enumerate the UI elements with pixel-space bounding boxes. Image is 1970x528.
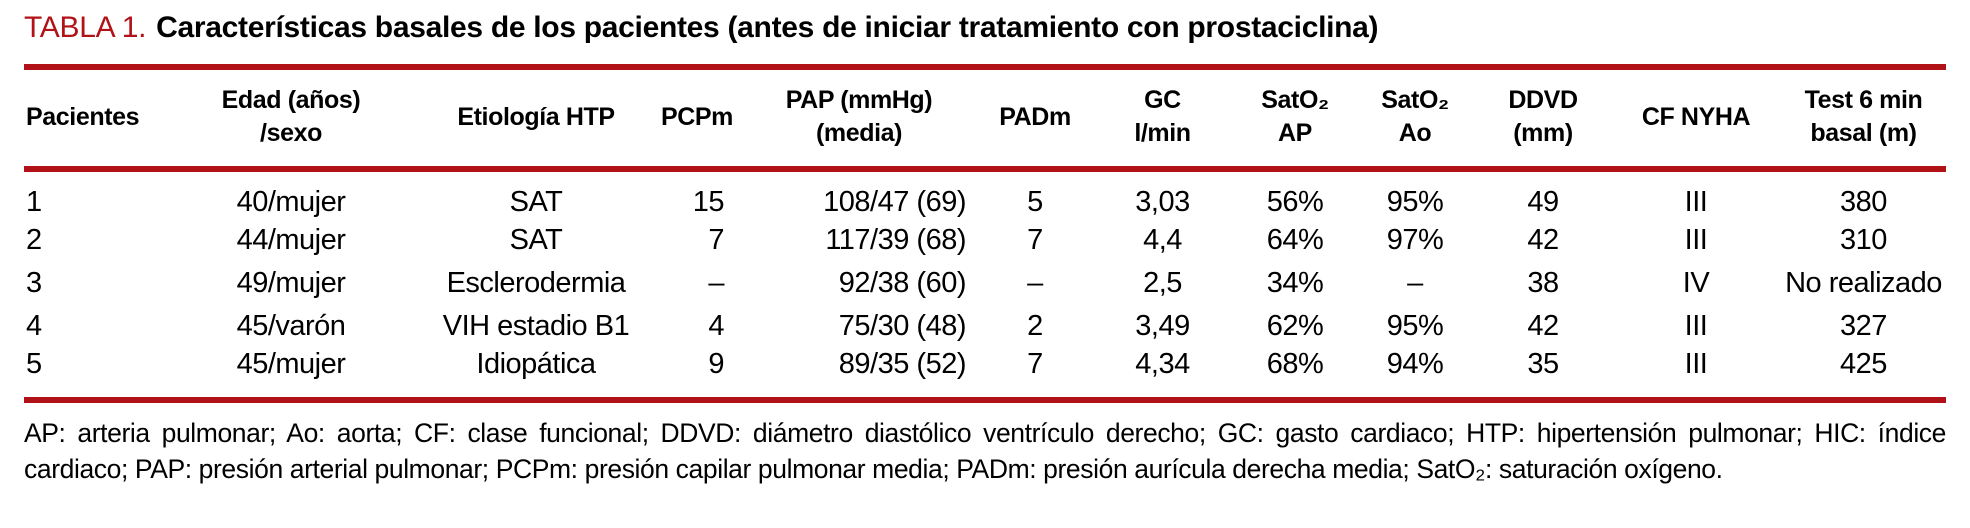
table-cell: IV — [1682, 267, 1710, 299]
table-cell: 2,5 — [1143, 267, 1182, 299]
table-cell: 95% — [1386, 186, 1444, 218]
table-row: 4 45/varón VIH estadio B1 4 75/30 (48) 2 3,49 6… — [24, 305, 1946, 348]
column-header-etiologia: Etiología HTP — [457, 102, 615, 131]
table-cell: 94% — [1386, 348, 1444, 380]
table-cell: – — [1027, 267, 1043, 299]
table-cell: SAT — [509, 224, 563, 256]
table-cell: 97% — [1386, 224, 1444, 256]
table-cell: 4,4 — [1143, 224, 1182, 256]
table-cell: 310 — [1840, 224, 1887, 256]
table-cell: 327 — [1840, 310, 1887, 342]
column-header-gc: GC l/min — [1134, 86, 1191, 147]
column-header-test6min: Test 6 min basal (m) — [1804, 86, 1923, 147]
table-cell: 15 — [692, 186, 725, 218]
table-cell: III — [1684, 310, 1708, 342]
table-cell: 9 — [708, 348, 724, 380]
table-figure: TABLA 1. Características basales de los p… — [24, 8, 1946, 487]
column-header-pap: PAP (mmHg) (media) — [785, 86, 933, 147]
table-cell: 3 — [26, 267, 42, 299]
abbreviations-footnote: AP: arteria pulmonar; Ao: aorta; CF: cla… — [24, 418, 1946, 484]
column-header-cf-nyha: CF NYHA — [1641, 102, 1751, 131]
table-cell: 2 — [1027, 310, 1043, 342]
table-cell: 4,34 — [1135, 348, 1190, 380]
table-cell: III — [1684, 224, 1708, 256]
table-cell: 4 — [708, 310, 724, 342]
table-cell: 117/39 (68) — [825, 224, 966, 256]
table-cell: 1 — [26, 186, 42, 218]
table-cell: SAT — [509, 186, 563, 218]
table-cell: 7 — [708, 224, 724, 256]
table-cell: 89/35 (52) — [838, 348, 967, 380]
table-cell: 38 — [1527, 267, 1559, 299]
table-cell: – — [1407, 267, 1423, 299]
table-cell: 42 — [1527, 310, 1559, 342]
table-cell: 40/mujer — [236, 186, 346, 218]
table-cell: 34% — [1266, 267, 1324, 299]
table-cell: III — [1684, 186, 1708, 218]
table-cell: 4 — [26, 310, 42, 342]
table-cell: 380 — [1840, 186, 1887, 218]
table-cell: 3,49 — [1135, 310, 1190, 342]
table-cell: Esclerodermia — [446, 267, 626, 299]
table-cell: 56% — [1266, 186, 1324, 218]
table-cell: 5 — [26, 348, 42, 380]
table-cell: 2 — [26, 224, 42, 256]
table-body: 1 40/mujer SAT 15 108/47 (69) 5 3,03 56% 95% 49 II… — [24, 169, 1946, 400]
table-cell: – — [708, 267, 724, 299]
column-header-ddvd: DDVD (mm) — [1508, 86, 1578, 147]
table-cell: 5 — [1027, 186, 1043, 218]
table-number-label: TABLA 1. — [24, 11, 147, 44]
table-row: 2 44/mujer SAT 7 117/39 (68) 7 4,4 64% 97% 42 III 3… — [24, 219, 1946, 262]
column-header-sato2-ap: SatO₂ AP — [1261, 86, 1329, 147]
table-cell: VIH estadio B1 — [442, 310, 630, 342]
table-cell: 62% — [1266, 310, 1324, 342]
patients-table: Pacientes Edad (años) /sexo Etiología HT… — [24, 64, 1946, 403]
table-cell: 35 — [1527, 348, 1559, 380]
column-header-pacientes: Pacientes — [26, 102, 140, 131]
table-cell: 49 — [1527, 186, 1559, 218]
table-row: 3 49/mujer Esclerodermia – 92/38 (60) – 2,5 34%… — [24, 262, 1946, 305]
table-cell: 108/47 (69) — [823, 186, 966, 218]
table-cell: 75/30 (48) — [838, 310, 967, 342]
table-header-row: Pacientes Edad (años) /sexo Etiología HT… — [24, 67, 1946, 169]
table-title-text: Características basales de los pacientes… — [156, 11, 1379, 44]
table-cell: 45/varón — [236, 310, 346, 342]
table-cell: 64% — [1266, 224, 1324, 256]
table-row: 1 40/mujer SAT 15 108/47 (69) 5 3,03 56% 95% 49 II… — [24, 169, 1946, 219]
table-cell: 92/38 (60) — [838, 267, 967, 299]
table-cell: Idiopática — [476, 348, 596, 380]
table-cell: III — [1684, 348, 1708, 380]
table-cell: 3,03 — [1135, 186, 1190, 218]
table-cell: 49/mujer — [236, 267, 346, 299]
table-cell: 7 — [1027, 348, 1043, 380]
table-cell: 45/mujer — [236, 348, 346, 380]
table-cell: 44/mujer — [236, 224, 346, 256]
table-row: 5 45/mujer Idiopática 9 89/35 (52) 7 4,34 68% 94… — [24, 348, 1946, 400]
table-cell: 425 — [1840, 348, 1887, 380]
column-header-sato2-ao: SatO₂ Ao — [1381, 86, 1449, 147]
table-cell: 7 — [1027, 224, 1043, 256]
table-cell: 42 — [1527, 224, 1559, 256]
column-header-edad-sexo: Edad (años) /sexo — [221, 86, 361, 147]
page-title: TABLA 1. Características basales de los p… — [24, 8, 1946, 48]
table-cell: 68% — [1266, 348, 1324, 380]
table-cell: 95% — [1386, 310, 1444, 342]
column-header-padm: PADm — [999, 102, 1071, 131]
column-header-pcpm: PCPm — [660, 102, 734, 131]
table-cell: No realizado — [1785, 267, 1942, 299]
